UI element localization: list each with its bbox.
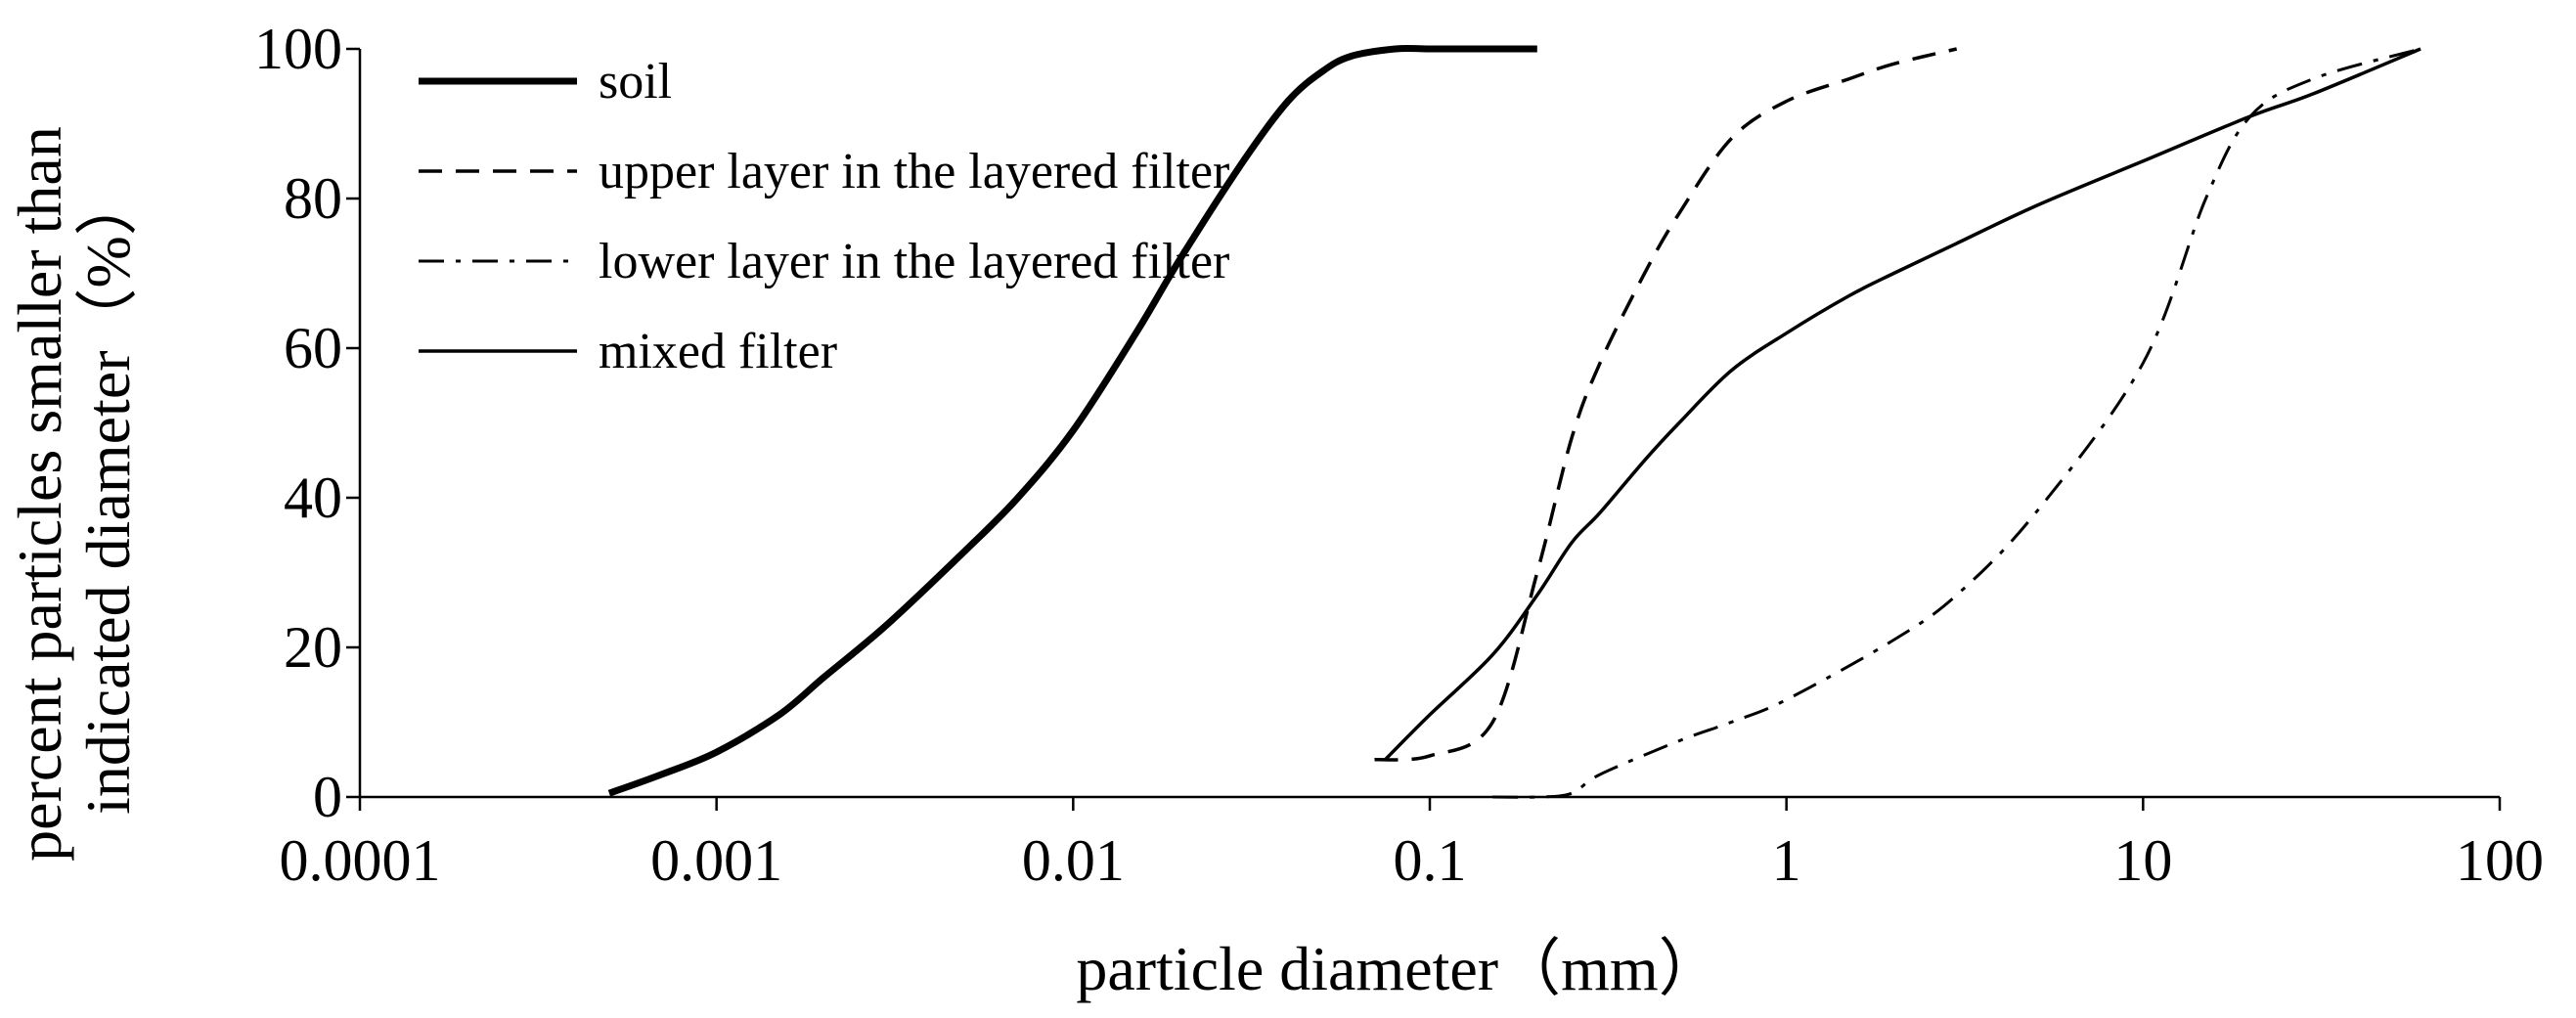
y-tick-label: 0: [313, 765, 342, 829]
legend: soil upper layer in the layered filter low…: [419, 54, 1229, 379]
x-tick-label: 100: [2456, 828, 2544, 893]
x-tick-label: 0.01: [1022, 828, 1125, 893]
legend-label: lower layer in the layered filter: [599, 234, 1229, 289]
y-axis-title-line: indicated diameter（%）: [73, 173, 143, 815]
legend-label: upper layer in the layered filter: [599, 144, 1229, 199]
series-line-2: [1374, 47, 1958, 762]
y-tick-label: 100: [254, 17, 342, 81]
legend-label: soil: [599, 54, 672, 110]
x-axis-title: particle diameter（mm）: [1076, 934, 1720, 1003]
y-axis-title-line: percent particles smaller than: [5, 126, 74, 862]
series-lines: [607, 44, 2421, 799]
y-tick-label: 60: [284, 316, 342, 380]
x-tick-label: 0.1: [1394, 828, 1467, 893]
x-tick-label: 1: [1772, 828, 1801, 893]
x-tick-label: 0.0001: [280, 828, 441, 893]
series-line-1: [607, 44, 1537, 797]
series-line-3: [1492, 47, 2421, 799]
x-tick-label: 10: [2113, 828, 2172, 893]
y-tick-label: 20: [284, 615, 342, 680]
y-axis-title: percent particles smaller than indicated …: [5, 126, 143, 862]
legend-label: mixed filter: [599, 324, 837, 379]
x-tick-label: 0.001: [650, 828, 782, 893]
y-tick-label: 40: [284, 465, 342, 530]
y-axis-ticks: 0 20 40 60 80 100: [254, 17, 360, 829]
x-axis-ticks: 0.0001 0.001 0.01 0.1 1 10 100: [280, 797, 2544, 893]
series-line-4: [1384, 47, 2421, 762]
y-tick-label: 80: [284, 166, 342, 231]
